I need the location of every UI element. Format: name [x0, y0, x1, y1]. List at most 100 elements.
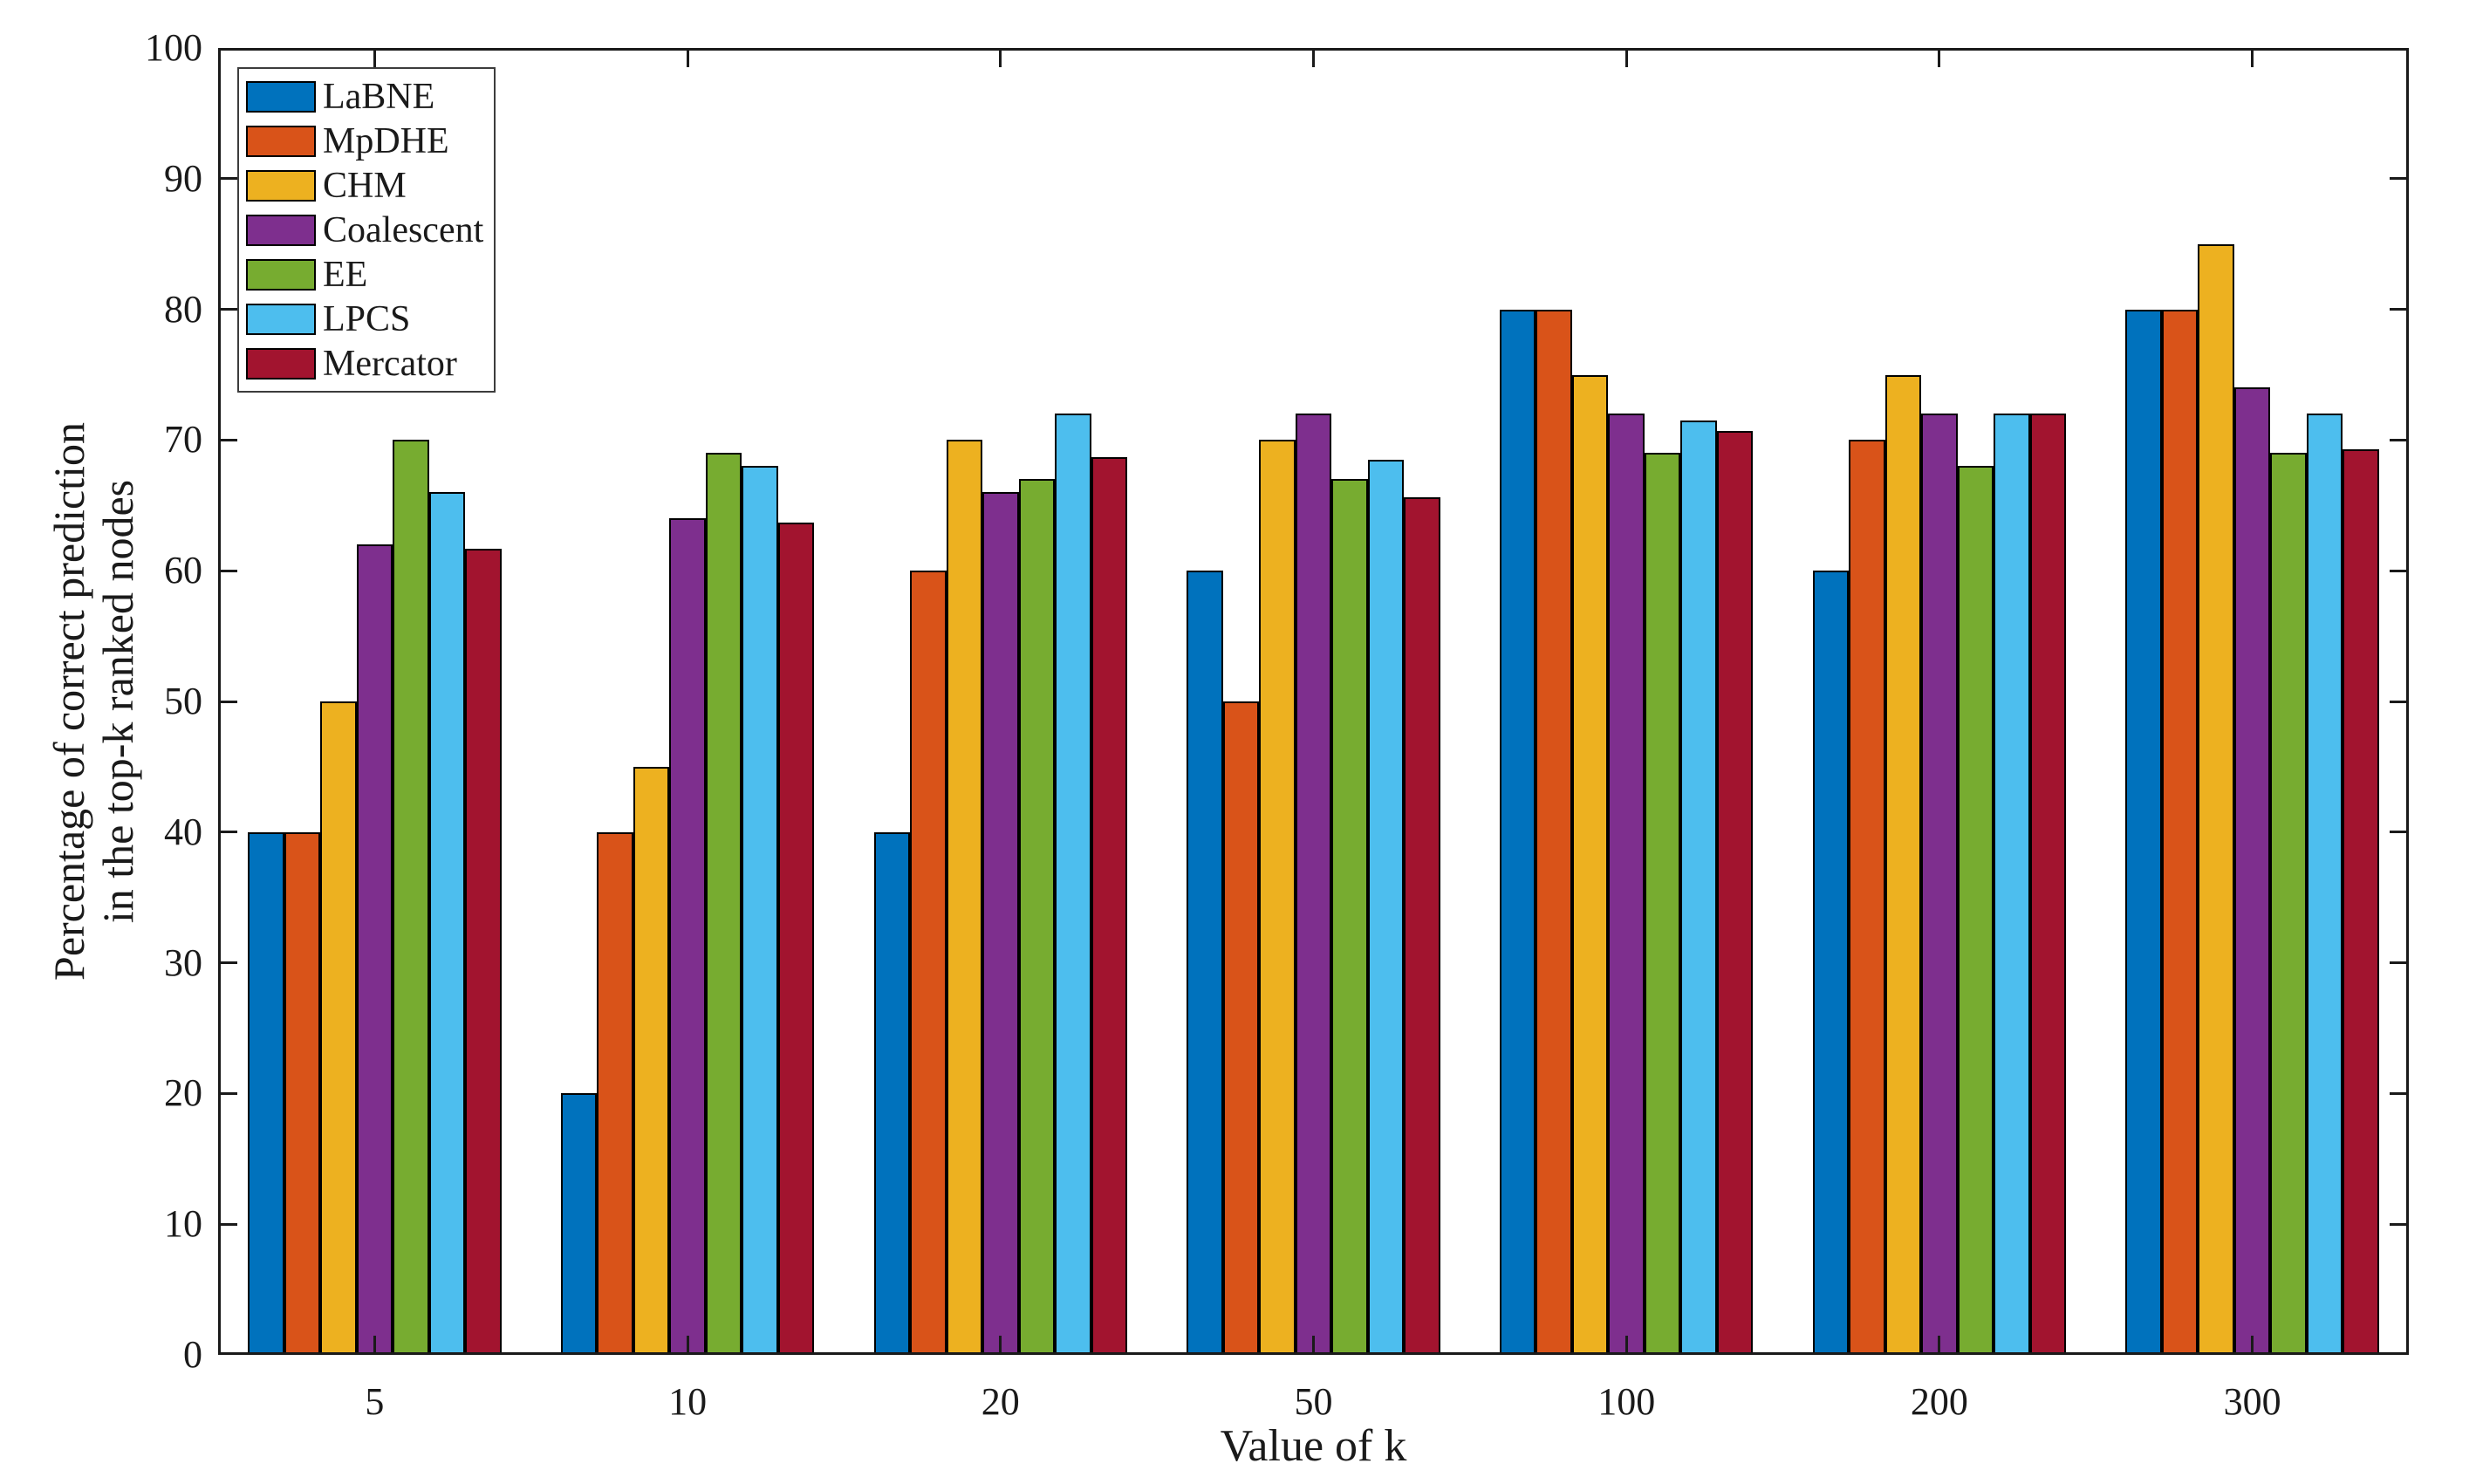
legend-swatch-chm	[246, 169, 316, 202]
bar-lpcs-k10	[742, 466, 778, 1355]
plot-area: LaBNE MpDHE CHM Coalescent EE LPCS Mercator	[218, 48, 2409, 1355]
legend-row-chm: CHM	[246, 163, 494, 208]
bar-chm-k200	[1884, 374, 1922, 1355]
y-tick-left-50	[218, 700, 237, 703]
legend-row-mercator: Mercator	[246, 341, 494, 386]
bar-labne-k50	[1187, 571, 1223, 1355]
bar-coalescent-k5	[356, 544, 393, 1355]
y-tick-left-90	[218, 177, 237, 181]
bar-mercator-k5	[465, 548, 502, 1355]
x-axis-title: Value of k	[1220, 1421, 1407, 1471]
x-tick-top-20	[999, 48, 1002, 67]
bar-chm-k20	[946, 440, 983, 1355]
bar-lpcs-k300	[2306, 414, 2343, 1355]
x-tick-bottom-100	[1624, 1336, 1628, 1355]
y-tick-left-20	[218, 1091, 237, 1095]
y-tick-label-40: 40	[164, 810, 202, 853]
bar-mpdhe-k100	[1536, 309, 1572, 1355]
legend-label-coalescent: Coalescent	[323, 209, 484, 250]
y-tick-left-100	[218, 48, 237, 51]
bar-chm-k100	[1571, 374, 1609, 1355]
bar-ee-k200	[1957, 466, 1994, 1355]
bar-coalescent-k300	[2233, 387, 2271, 1355]
bar-coalescent-k10	[669, 518, 706, 1355]
y-tick-label-60: 60	[164, 549, 202, 592]
y-tick-left-40	[218, 831, 237, 834]
y-tick-label-100: 100	[145, 26, 202, 69]
x-tick-label-10: 10	[668, 1380, 708, 1423]
y-axis-title-text: Percentage of correct prediction in the …	[44, 422, 142, 981]
bar-labne-k5	[248, 831, 284, 1355]
bar-labne-k20	[873, 831, 910, 1355]
bar-mercator-k10	[777, 522, 815, 1355]
bar-ee-k5	[393, 440, 429, 1355]
legend-swatch-coalescent	[246, 214, 316, 246]
legend-label-ee: EE	[323, 254, 368, 295]
bar-chm-k50	[1259, 440, 1296, 1355]
y-tick-left-70	[218, 438, 237, 441]
y-tick-right-40	[2390, 831, 2409, 834]
x-tick-bottom-5	[373, 1336, 376, 1355]
legend-label-lpcs: LPCS	[323, 298, 411, 339]
y-axis-title-line2: in the top-k ranked nodes	[93, 479, 142, 924]
legend: LaBNE MpDHE CHM Coalescent EE LPCS Mercator	[237, 67, 496, 393]
bar-lpcs-k20	[1055, 414, 1091, 1355]
x-tick-bottom-300	[2251, 1336, 2254, 1355]
bar-lpcs-k100	[1680, 420, 1717, 1355]
y-tick-right-70	[2390, 438, 2409, 441]
legend-label-mpdhe: MpDHE	[323, 120, 449, 161]
y-axis-title-line1: Percentage of correct prediction	[44, 422, 93, 981]
bar-labne-k200	[1812, 571, 1850, 1355]
y-tick-label-0: 0	[183, 1333, 202, 1376]
y-tick-left-80	[218, 308, 237, 311]
legend-label-mercator: Mercator	[323, 343, 457, 384]
y-tick-left-30	[218, 961, 237, 965]
x-tick-top-200	[1938, 48, 1941, 67]
y-tick-left-0	[218, 1352, 237, 1355]
x-tick-label-20: 20	[981, 1380, 1020, 1423]
y-tick-right-100	[2390, 48, 2409, 51]
legend-swatch-ee	[246, 258, 316, 291]
y-tick-label-70: 70	[164, 418, 202, 462]
y-tick-left-60	[218, 569, 237, 572]
legend-swatch-labne	[246, 80, 316, 113]
x-tick-bottom-20	[999, 1336, 1002, 1355]
x-tick-top-300	[2251, 48, 2254, 67]
y-tick-right-10	[2390, 1222, 2409, 1226]
bar-chm-k5	[320, 701, 357, 1355]
x-tick-label-200: 200	[1910, 1380, 1968, 1423]
y-tick-label-20: 20	[164, 1071, 202, 1115]
legend-swatch-mpdhe	[246, 125, 316, 157]
y-tick-right-60	[2390, 569, 2409, 572]
y-tick-label-90: 90	[164, 156, 202, 200]
x-tick-top-50	[1312, 48, 1315, 67]
bar-coalescent-k20	[982, 492, 1019, 1355]
bar-ee-k100	[1644, 453, 1681, 1355]
legend-row-mpdhe: MpDHE	[246, 119, 494, 163]
y-tick-label-10: 10	[164, 1202, 202, 1246]
bar-mpdhe-k200	[1849, 440, 1885, 1355]
bar-labne-k100	[1499, 309, 1536, 1355]
x-tick-top-100	[1624, 48, 1628, 67]
bar-mpdhe-k20	[910, 571, 947, 1355]
legend-row-labne: LaBNE	[246, 74, 494, 119]
bar-ee-k300	[2270, 453, 2307, 1355]
bar-lpcs-k5	[428, 492, 466, 1355]
bar-mercator-k200	[2029, 414, 2067, 1355]
bar-labne-k10	[560, 1093, 598, 1355]
bar-ee-k50	[1331, 479, 1368, 1355]
y-tick-left-10	[218, 1222, 237, 1226]
bar-coalescent-k200	[1921, 414, 1958, 1355]
x-tick-bottom-10	[686, 1336, 689, 1355]
y-tick-label-80: 80	[164, 287, 202, 331]
y-tick-label-50: 50	[164, 680, 202, 722]
bar-coalescent-k50	[1295, 414, 1332, 1355]
bar-ee-k10	[705, 453, 742, 1355]
bar-mercator-k300	[2343, 448, 2379, 1355]
bar-mercator-k50	[1404, 497, 1440, 1355]
legend-swatch-lpcs	[246, 303, 316, 335]
bar-mercator-k20	[1091, 456, 1128, 1355]
bar-mpdhe-k10	[597, 831, 633, 1355]
legend-label-chm: CHM	[323, 165, 407, 206]
